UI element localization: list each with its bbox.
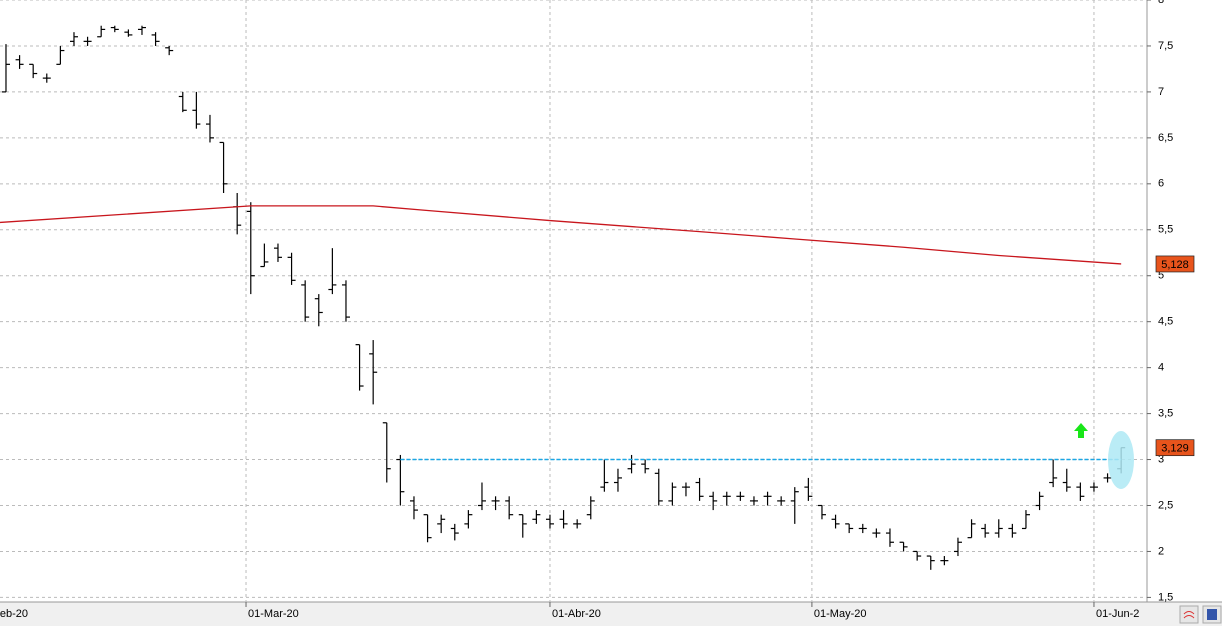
save-icon bbox=[1207, 609, 1217, 620]
y-tick-label: 3,5 bbox=[1158, 407, 1173, 419]
foreground: 1,5 2 2,5 3 3,5 4 4,5 5 5,5 6 6,5 7 7,5 8 eb-20 01-Mar-… bbox=[0, 0, 1195, 620]
x-tick-label: eb-20 bbox=[0, 608, 28, 620]
y-tick-label: 6,5 bbox=[1158, 132, 1173, 144]
y-tick-label: 5 bbox=[1158, 270, 1164, 282]
highlight-ellipse bbox=[1108, 431, 1134, 489]
moving-average-line bbox=[0, 205, 1122, 265]
y-tick-label: 6 bbox=[1158, 178, 1164, 190]
y-tick-label: 7 bbox=[1158, 86, 1164, 98]
y-tick-label: 3 bbox=[1158, 453, 1164, 465]
up-arrow bbox=[1074, 423, 1088, 438]
x-tick-label: 01-May-20 bbox=[814, 608, 867, 620]
x-tick-label: 01-Jun-2 bbox=[1096, 608, 1139, 620]
x-tick-label: 01-Mar-20 bbox=[248, 608, 299, 620]
y-tick-label: 4,5 bbox=[1158, 316, 1173, 328]
price-label: 3,129 bbox=[1161, 443, 1189, 455]
y-tick-label: 4 bbox=[1158, 362, 1164, 374]
price-label-box bbox=[1155, 255, 1195, 273]
x-tick-label: 01-Abr-20 bbox=[552, 608, 601, 620]
y-tick-label: 5,5 bbox=[1158, 224, 1173, 236]
price-label: 5,128 bbox=[1161, 259, 1189, 271]
y-tick-label: 1,5 bbox=[1158, 591, 1173, 603]
x-axis-band bbox=[0, 602, 1222, 626]
y-tick-label: 8 bbox=[1158, 0, 1164, 6]
tool-icon bbox=[1183, 611, 1195, 619]
y-tick-label: 2 bbox=[1158, 545, 1164, 557]
price-label-box bbox=[1155, 439, 1195, 457]
tool-button[interactable] bbox=[1179, 605, 1199, 624]
y-tick-label: 2,5 bbox=[1158, 499, 1173, 511]
marks bbox=[0, 25, 1126, 570]
y-tick-label: 7,5 bbox=[1158, 40, 1173, 52]
